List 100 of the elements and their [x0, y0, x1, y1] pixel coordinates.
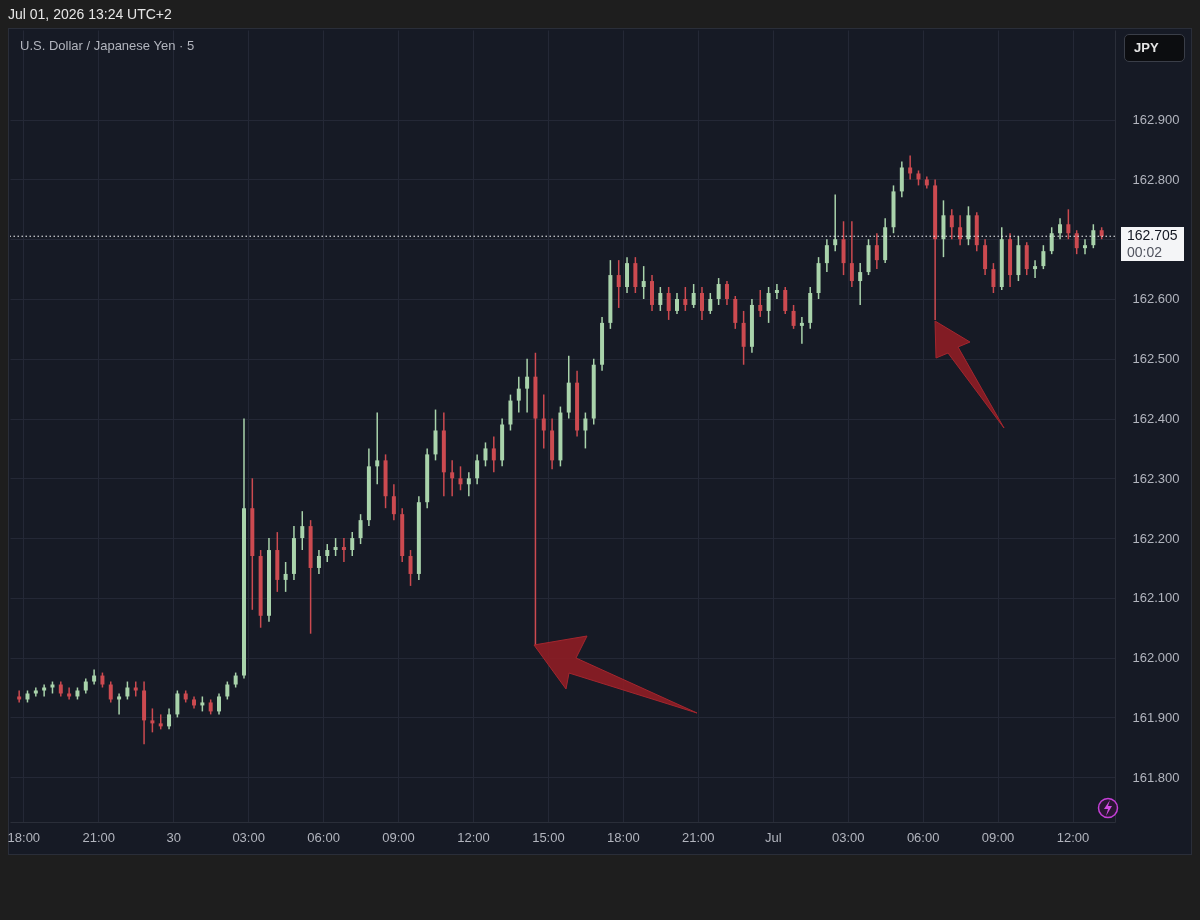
x-tick-label: 15:00: [532, 829, 565, 845]
candlestick: [341, 537, 346, 563]
candlestick: [633, 256, 638, 294]
candlestick: [683, 286, 688, 312]
candlestick: [217, 692, 222, 716]
candlestick: [650, 274, 655, 312]
text: Jul 01, 2026 13:24 UTC+2: [8, 6, 172, 22]
x-tick-label: 06:00: [307, 829, 340, 845]
candlestick: [791, 304, 796, 330]
candlestick: [175, 689, 180, 719]
text: U.S. Dollar / Japanese Yen · 5: [20, 38, 195, 53]
y-tick-label: 162.100: [1132, 590, 1180, 606]
candlestick: [300, 510, 305, 551]
x-tick-label: 18:00: [7, 829, 41, 845]
y-tick-label: 162.800: [1132, 171, 1180, 187]
candlestick: [466, 471, 471, 497]
candlestick: [833, 193, 838, 252]
ref-line-label: 162.705: [1121, 227, 1184, 245]
candlestick: [958, 214, 963, 246]
candlestick: [1074, 229, 1079, 255]
candlestick: [733, 295, 738, 330]
x-tick-label: 18:00: [607, 829, 640, 845]
y-tick-label: 162.300: [1132, 470, 1180, 486]
candlestick: [666, 286, 671, 321]
candlestick: [1091, 223, 1096, 249]
candlestick: [675, 292, 679, 315]
candlestick: [433, 408, 438, 462]
y-tick-label: 162.500: [1132, 351, 1180, 367]
x-tick-label: 09:00: [382, 829, 415, 845]
candlestick: [475, 453, 480, 486]
candlestick: [908, 154, 913, 181]
candlestick: [983, 238, 988, 276]
candlestick: [1058, 217, 1063, 240]
x-tick-label: 03:00: [831, 829, 865, 845]
candlestick: [991, 262, 996, 294]
candlestick: [1024, 241, 1029, 276]
candlestick: [758, 289, 763, 318]
candlestick: [849, 220, 854, 288]
candlestick: [283, 561, 288, 593]
candlestick: [949, 208, 954, 240]
candlestick: [491, 435, 496, 474]
candlestick: [583, 411, 588, 450]
candlestick: [783, 286, 788, 315]
x-tick-label: 21:00: [682, 829, 715, 845]
x-tick-label: 21:00: [82, 829, 116, 845]
candlestick: [1041, 244, 1046, 270]
candlestick: [508, 393, 513, 432]
candlestick: [167, 707, 172, 731]
candlestick: [150, 707, 155, 734]
candlestick: [699, 286, 704, 321]
candlestick: [766, 286, 771, 324]
candlestick: [108, 680, 113, 704]
candlestick: [625, 256, 630, 294]
candlestick: [716, 277, 721, 306]
candlestick: [799, 316, 804, 345]
candlestick: [316, 549, 321, 575]
candlestick: [616, 259, 621, 309]
y-tick-label: 162.200: [1132, 530, 1180, 546]
candlestick: [541, 393, 546, 450]
candlestick: [874, 232, 879, 270]
candlestick: [1083, 238, 1088, 255]
y-tick-label: 162.900: [1132, 112, 1180, 128]
candlestick: [450, 459, 455, 497]
candlestick: [358, 513, 363, 545]
candlestick: [408, 549, 413, 587]
x-tick-label: 09:00: [981, 829, 1015, 845]
y-tick-label: 162.000: [1132, 650, 1180, 666]
candlestick: [691, 283, 696, 309]
candlestick: [841, 220, 846, 276]
candlestick: [391, 483, 396, 521]
x-tick-label: 12:00: [1056, 829, 1090, 845]
candlestick: [899, 160, 904, 199]
candlestick: [966, 205, 971, 246]
candlestick: [858, 262, 863, 306]
candlestick: [708, 292, 713, 315]
text: 00:02: [1121, 244, 1184, 262]
candlestick: [350, 531, 355, 557]
candlestick: [483, 441, 488, 468]
x-tick-label: 30: [166, 829, 181, 845]
candlestick: [824, 238, 829, 273]
x-tick-label: 12:00: [457, 829, 490, 845]
candlestick: [516, 375, 521, 414]
x-tick-label: Jul: [764, 829, 782, 845]
candlestick: [741, 310, 746, 366]
candlestick: [941, 199, 946, 258]
candlestick: [117, 692, 122, 716]
candlestick: [1066, 208, 1071, 240]
y-tick-label: 162.600: [1132, 291, 1180, 307]
candlestick: [525, 358, 530, 414]
candlestick: [375, 411, 380, 486]
x-tick-label: 06:00: [906, 829, 940, 845]
candlestick: [17, 689, 22, 704]
candlestick: [458, 465, 463, 492]
candlestick: [1033, 259, 1038, 279]
candlestick: [1049, 226, 1054, 255]
y-axis-title: JPY: [1124, 34, 1185, 62]
candlestick: [658, 286, 663, 312]
y-tick-label: 161.800: [1132, 769, 1180, 785]
candlestick: [724, 280, 729, 306]
y-tick-label: 161.900: [1132, 709, 1180, 725]
